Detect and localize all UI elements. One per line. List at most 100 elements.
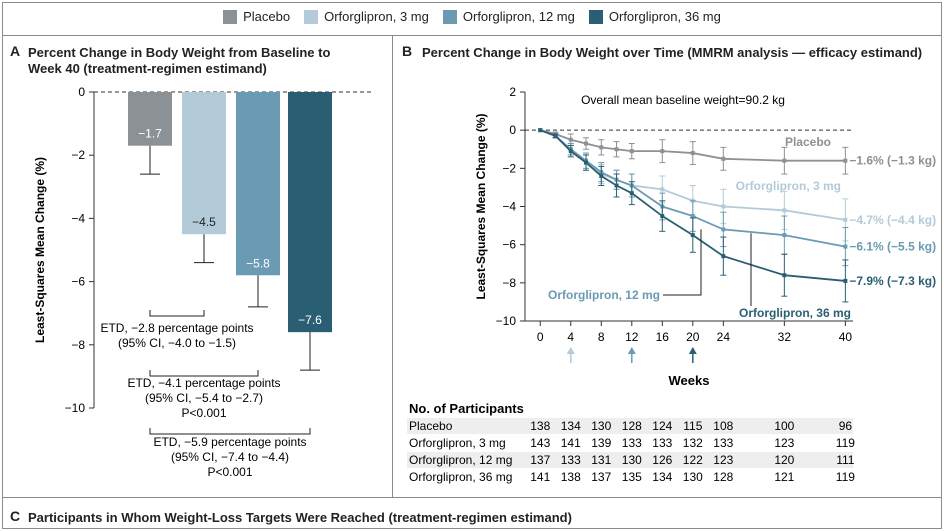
panel-a-letter: A: [10, 43, 21, 59]
legend-swatch-36mg: [588, 9, 603, 24]
table-cell: 111: [836, 453, 855, 467]
y-tick-label-a: −10: [65, 401, 86, 415]
y-tick-label-a: −6: [71, 275, 85, 289]
x-tick-label-b: 24: [717, 330, 731, 344]
table-row-label: Orforglipron, 36 mg: [409, 470, 512, 484]
y-tick-label-b: −4: [502, 200, 516, 214]
table-cell: 123: [774, 436, 794, 450]
x-axis-label-b: Weeks: [669, 373, 710, 388]
table-cell: 138: [561, 470, 581, 484]
table-row-label: Orforglipron, 12 mg: [409, 453, 512, 467]
comparison-label-2: ETD, −5.9 percentage points: [153, 435, 306, 449]
series-point-2: [843, 244, 848, 249]
bar-value-label-0: −1.7: [138, 127, 162, 141]
table-cell: 134: [652, 470, 672, 484]
table-cell: 128: [622, 419, 642, 433]
series-point-3: [782, 273, 787, 278]
y-tick-label-b: 2: [509, 85, 516, 99]
x-tick-label-b: 12: [625, 330, 639, 344]
series-name-label-2: Orforglipron, 12 mg: [548, 288, 660, 302]
series-point-3: [568, 149, 573, 154]
comparison-label-1: (95% CI, −5.4 to −2.7): [145, 391, 263, 405]
series-line-0: [540, 129, 846, 162]
series-line-2: [539, 129, 846, 248]
legend-item-3mg: Orforglipron, 3 mg: [304, 9, 429, 24]
series-point-3: [690, 233, 695, 238]
series-name-label-3: Orforglipron, 36 mg: [739, 306, 851, 320]
x-tick-label-b: 4: [567, 330, 574, 344]
table-cell: 100: [774, 419, 794, 433]
callout-leader-12mg: [663, 229, 702, 296]
series-point-0: [690, 151, 695, 156]
table-row-bg: [407, 452, 853, 468]
bar-2: [236, 92, 280, 276]
series-point-2: [721, 227, 726, 232]
series-point-0: [629, 149, 634, 154]
bar-0: [128, 92, 172, 146]
series-point-3: [553, 133, 558, 138]
series-point-0: [660, 149, 665, 154]
table-cell: 141: [530, 470, 550, 484]
y-tick-label-a: −2: [71, 148, 85, 162]
comparison-label-2: (95% CI, −7.4 to −4.4): [171, 450, 289, 464]
series-end-label-1: −4.7% (−4.4 kg): [849, 213, 936, 227]
comparison-label-0: (95% CI, −4.0 to −1.5): [118, 336, 236, 350]
table-cell: 123: [713, 453, 733, 467]
legend-swatch-12mg: [442, 9, 457, 24]
bar-value-label-1: −4.5: [192, 215, 216, 229]
table-row-label: Orforglipron, 3 mg: [409, 436, 506, 450]
legend-item-12mg: Orforglipron, 12 mg: [442, 9, 575, 24]
table-cell: 121: [774, 470, 794, 484]
bar-value-label-2: −5.8: [246, 256, 270, 270]
comparison-label-2: P<0.001: [207, 465, 252, 479]
comparison-bracket-0: [149, 310, 205, 317]
table-cell: 138: [530, 419, 550, 433]
series-point-1: [660, 187, 665, 192]
series-end-label-0: −1.6% (−1.3 kg): [849, 154, 936, 168]
table-title: No. of Participants: [409, 401, 524, 416]
comparison-label-1: P<0.001: [181, 406, 226, 420]
divider-top: [2, 35, 942, 36]
x-tick-label-b: 8: [598, 330, 605, 344]
series-point-0: [843, 158, 848, 163]
table-row-label: Placebo: [409, 419, 453, 433]
y-tick-label-b: −2: [502, 161, 516, 175]
legend: Placebo Orforglipron, 3 mg Orforglipron,…: [0, 9, 944, 24]
table-cell: 134: [561, 419, 581, 433]
legend-label-3mg: Orforglipron, 3 mg: [324, 9, 429, 24]
comparison-label-0: ETD, −2.8 percentage points: [100, 321, 253, 335]
table-cell: 120: [774, 453, 794, 467]
y-tick-label-b: −10: [496, 314, 517, 328]
x-tick-label-b: 32: [778, 330, 792, 344]
table-cell: 119: [836, 436, 855, 450]
series-point-3: [843, 278, 848, 283]
bar-3: [288, 92, 332, 333]
comparison-bracket-1: [149, 370, 259, 377]
table-cell: 137: [530, 453, 550, 467]
y-tick-label-b: −6: [502, 238, 516, 252]
series-point-0: [614, 147, 619, 152]
panel-c-letter: C: [10, 508, 21, 524]
y-tick-label-a: 0: [78, 85, 85, 99]
table-cell: 137: [591, 470, 611, 484]
legend-item-36mg: Orforglipron, 36 mg: [588, 9, 721, 24]
dose-arrowhead-1: [627, 347, 636, 354]
table-cell: 133: [652, 436, 672, 450]
table-cell: 130: [622, 453, 642, 467]
x-tick-label-b: 0: [537, 330, 544, 344]
series-point-3: [584, 160, 589, 165]
table-cell: 133: [622, 436, 642, 450]
table-cell: 130: [591, 419, 611, 433]
table-cell: 119: [836, 470, 855, 484]
table-cell: 130: [683, 470, 703, 484]
legend-swatch-placebo: [223, 9, 238, 24]
series-point-0: [721, 156, 726, 161]
y-tick-label-a: −8: [71, 338, 85, 352]
series-point-0: [568, 137, 573, 142]
y-tick-label-a: −4: [71, 211, 85, 225]
line-chart-panel-b: 20−2−4−6−8−100 4 8 12 16 20 24 32 40Least-Square…: [407, 85, 936, 484]
bar-1: [182, 92, 226, 235]
series-name-label-0: Placebo: [785, 135, 831, 149]
dose-arrowhead-2: [688, 347, 697, 354]
table-cell: 133: [713, 436, 733, 450]
